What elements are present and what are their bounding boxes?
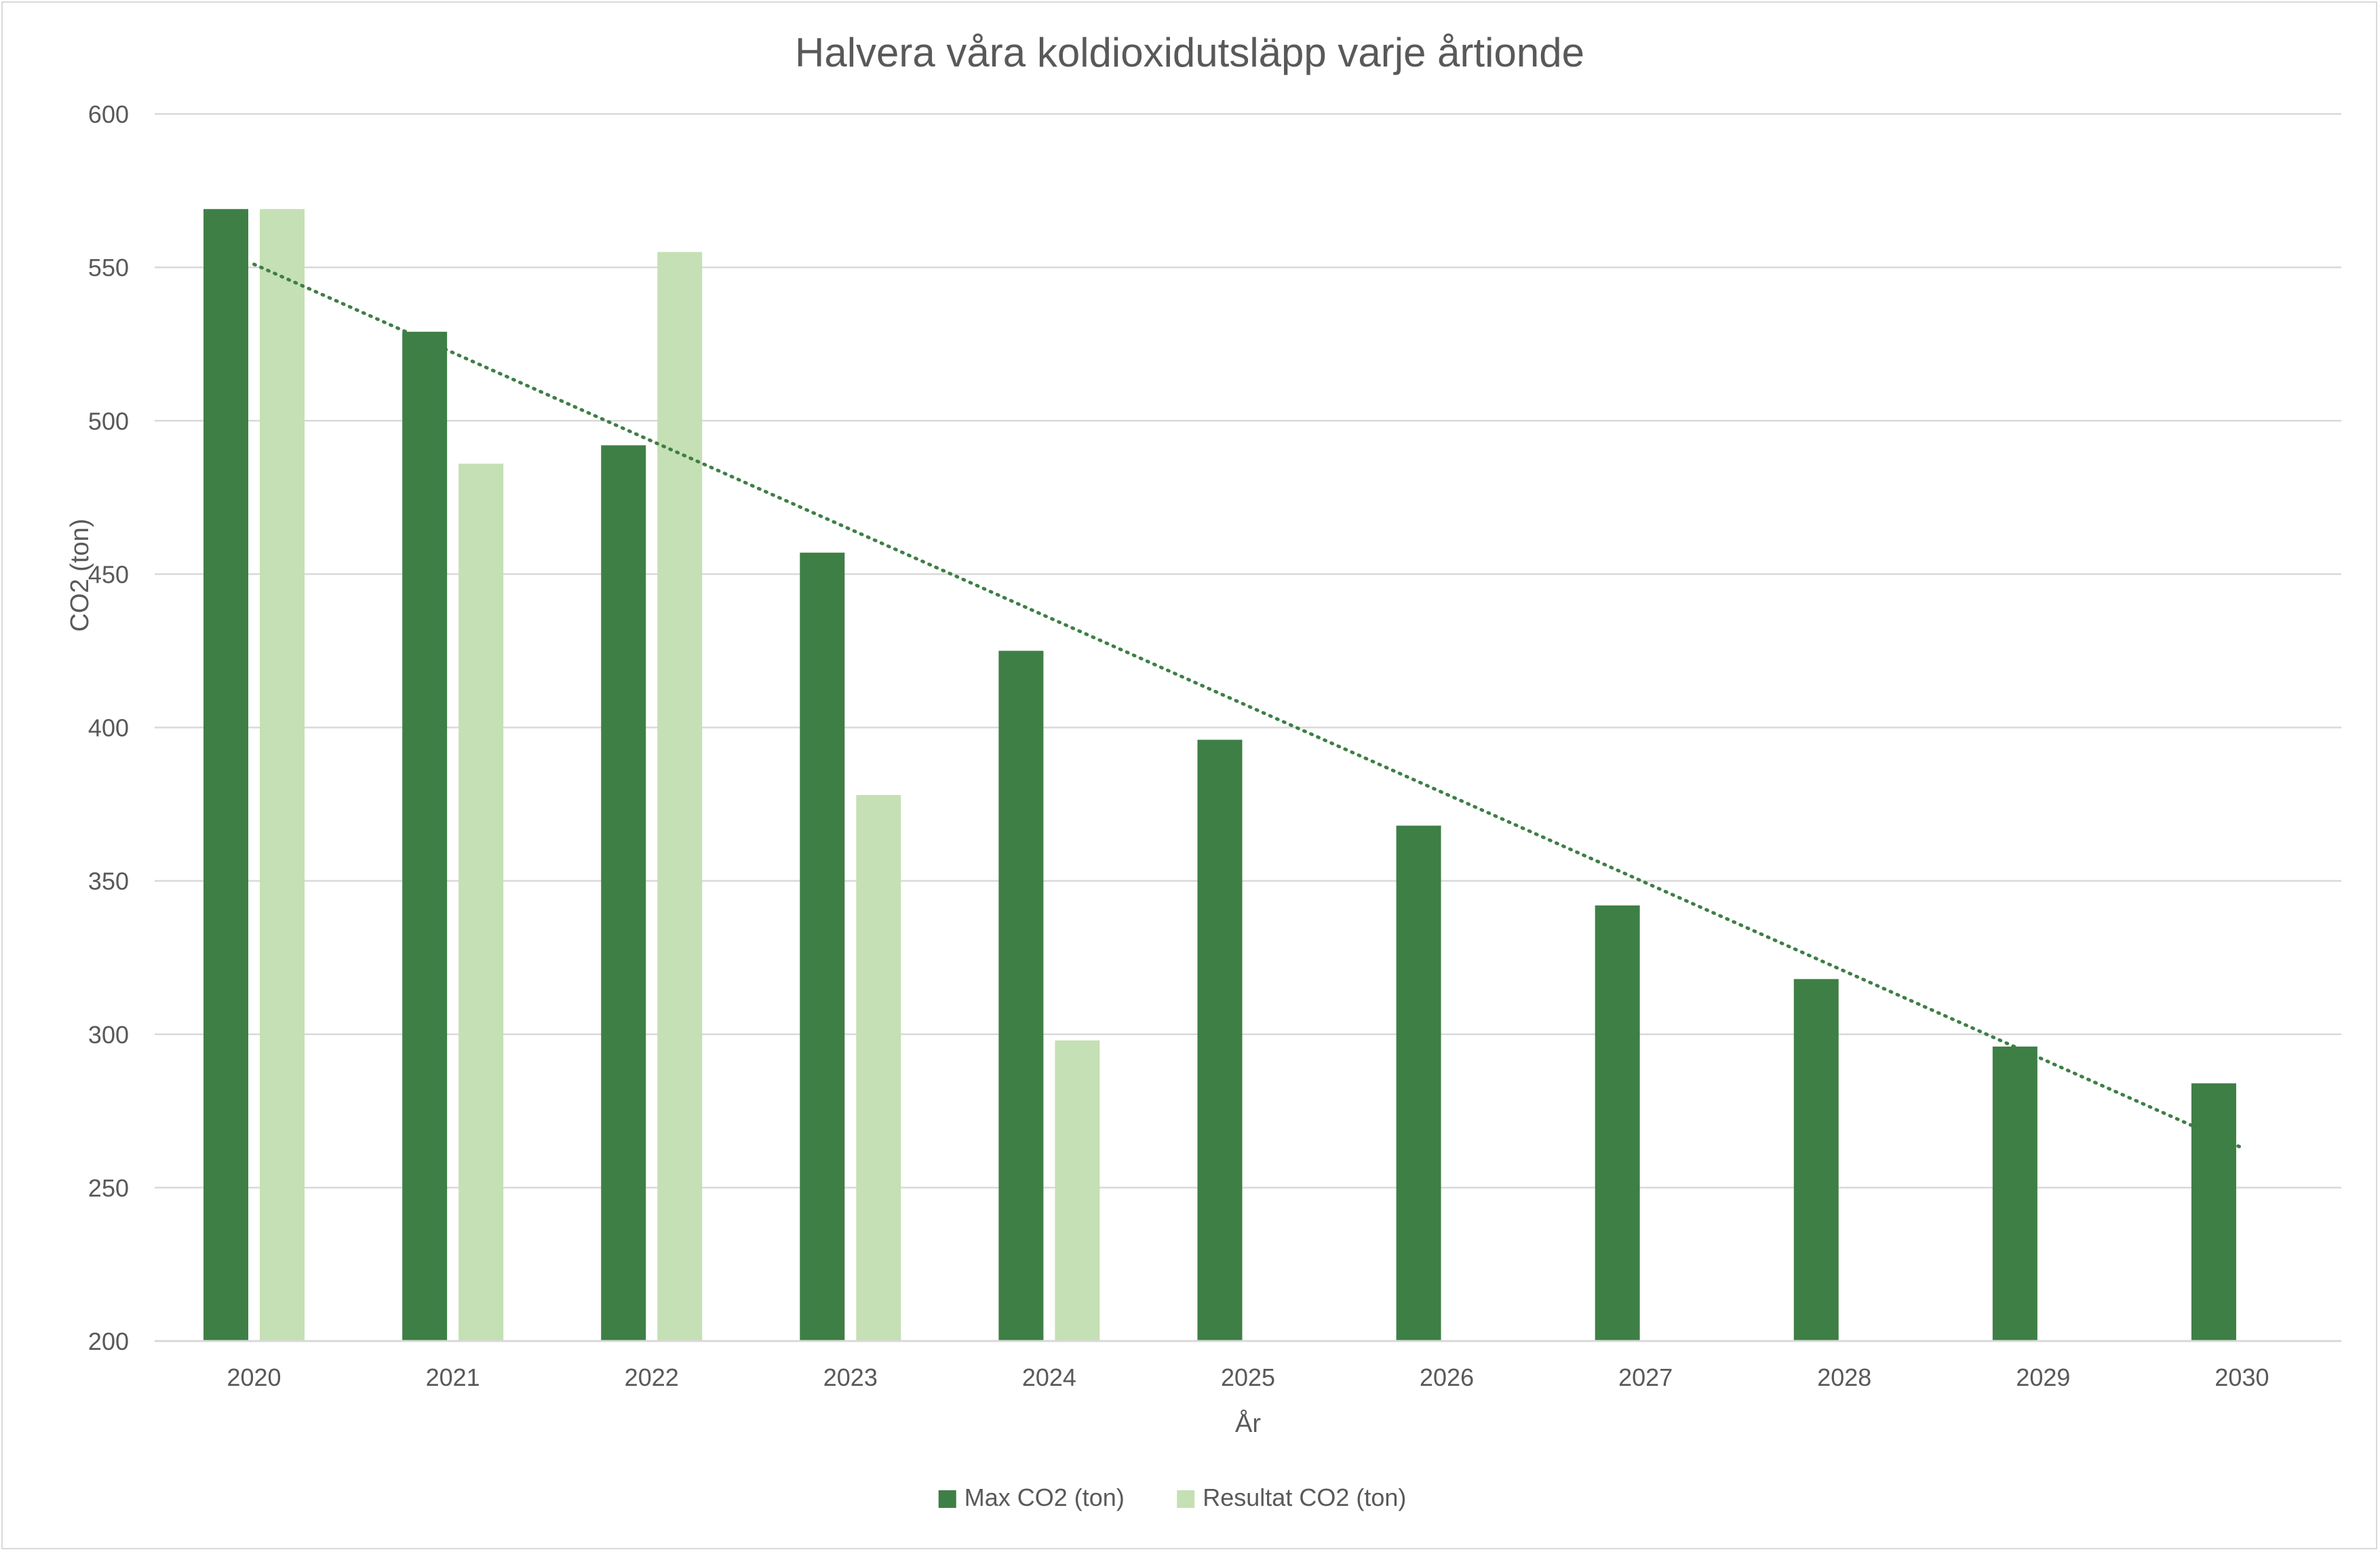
y-tick-label: 400 [88, 714, 129, 742]
x-tick-label: 2022 [625, 1363, 679, 1391]
bars [203, 209, 2236, 1342]
y-tick-label: 200 [88, 1327, 129, 1355]
legend-label: Max CO2 (ton) [964, 1483, 1125, 1511]
x-tick-label: 2027 [1618, 1363, 1673, 1391]
y-tick-label: 250 [88, 1174, 129, 1202]
legend-swatch [1177, 1490, 1195, 1508]
x-tick-label: 2030 [2215, 1363, 2269, 1391]
trendline [252, 263, 2244, 1150]
bar-max-2027 [1595, 905, 1640, 1341]
x-tick-label: 2028 [1817, 1363, 1871, 1391]
bar-resultat-2020 [260, 209, 305, 1341]
y-axis-title: CO2 (ton) [66, 519, 94, 632]
gridlines [155, 113, 2341, 1189]
y-tick-label: 450 [88, 560, 129, 588]
bar-max-2025 [1197, 739, 1243, 1341]
trendline-max [252, 263, 2244, 1150]
bar-resultat-2022 [657, 252, 703, 1342]
legend-swatch [938, 1490, 956, 1508]
bar-max-2028 [1793, 979, 1839, 1341]
bar-max-2030 [2191, 1083, 2236, 1341]
bar-resultat-2021 [459, 463, 504, 1342]
y-tick-label: 550 [88, 254, 129, 282]
x-tick-label: 2026 [1420, 1363, 1474, 1391]
x-tick-label: 2021 [426, 1363, 480, 1391]
y-tick-label: 350 [88, 868, 129, 895]
x-tick-label: 2020 [227, 1363, 281, 1391]
chart-title: Halvera våra koldioxidutsläpp varje årti… [795, 30, 1584, 75]
bar-max-2023 [800, 552, 845, 1341]
y-axis-ticks: 200 250 300 350 400 450 500 550 600 [88, 100, 129, 1355]
bar-max-2026 [1396, 826, 1441, 1341]
x-tick-label: 2025 [1221, 1363, 1275, 1391]
bar-max-2029 [1992, 1046, 2037, 1341]
x-axis-title: År [1235, 1408, 1261, 1438]
x-axis-ticks: 2020 2021 2022 2023 2024 2025 2026 2027 2028 2029… [227, 1363, 2269, 1391]
x-tick-label: 2023 [823, 1363, 878, 1391]
bar-resultat-2024 [1055, 1040, 1100, 1341]
bar-max-2022 [601, 445, 646, 1342]
y-tick-label: 300 [88, 1021, 129, 1049]
x-tick-label: 2024 [1022, 1363, 1076, 1391]
bar-max-2021 [402, 332, 448, 1341]
y-tick-label: 600 [88, 100, 129, 128]
bar-resultat-2023 [856, 794, 901, 1341]
y-tick-label: 500 [88, 407, 129, 435]
bar-max-2020 [203, 209, 249, 1341]
legend: Max CO2 (ton) Resultat CO2 (ton) [938, 1483, 1406, 1511]
bar-max-2024 [998, 651, 1044, 1341]
legend-label: Resultat CO2 (ton) [1203, 1483, 1406, 1511]
x-tick-label: 2029 [2016, 1363, 2070, 1391]
